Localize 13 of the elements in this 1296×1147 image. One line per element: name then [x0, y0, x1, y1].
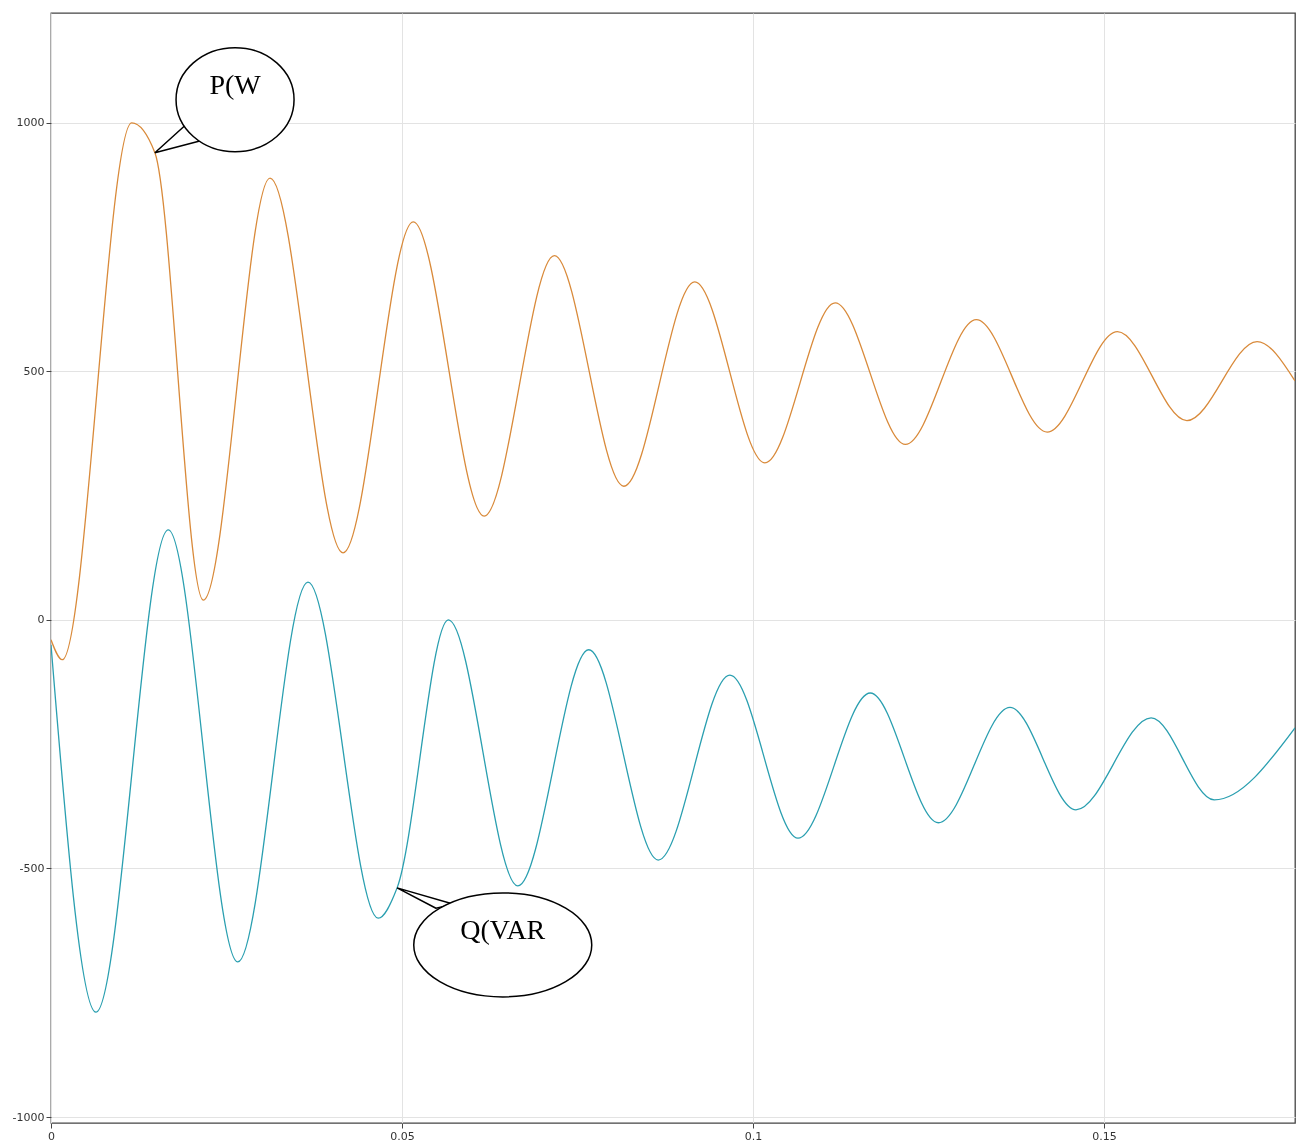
x-tick-label: 0.05: [390, 1129, 415, 1143]
y-tick-label: -1000: [12, 1110, 45, 1124]
y-tick-label: 1000: [16, 116, 45, 130]
line-series: [51, 122, 1295, 661]
annotation: Q(VAR: [460, 913, 546, 945]
y-tick-label: 0: [37, 613, 45, 627]
x-tick-label: 0: [48, 1129, 55, 1143]
y-tick-label: 500: [23, 364, 45, 378]
line-series: [51, 529, 1295, 1013]
x-tick-label: 0.1: [744, 1129, 763, 1143]
y-tick-label: -500: [19, 861, 45, 875]
x-tick-label: 0.15: [1092, 1129, 1117, 1143]
annotation: P(W: [209, 68, 262, 100]
